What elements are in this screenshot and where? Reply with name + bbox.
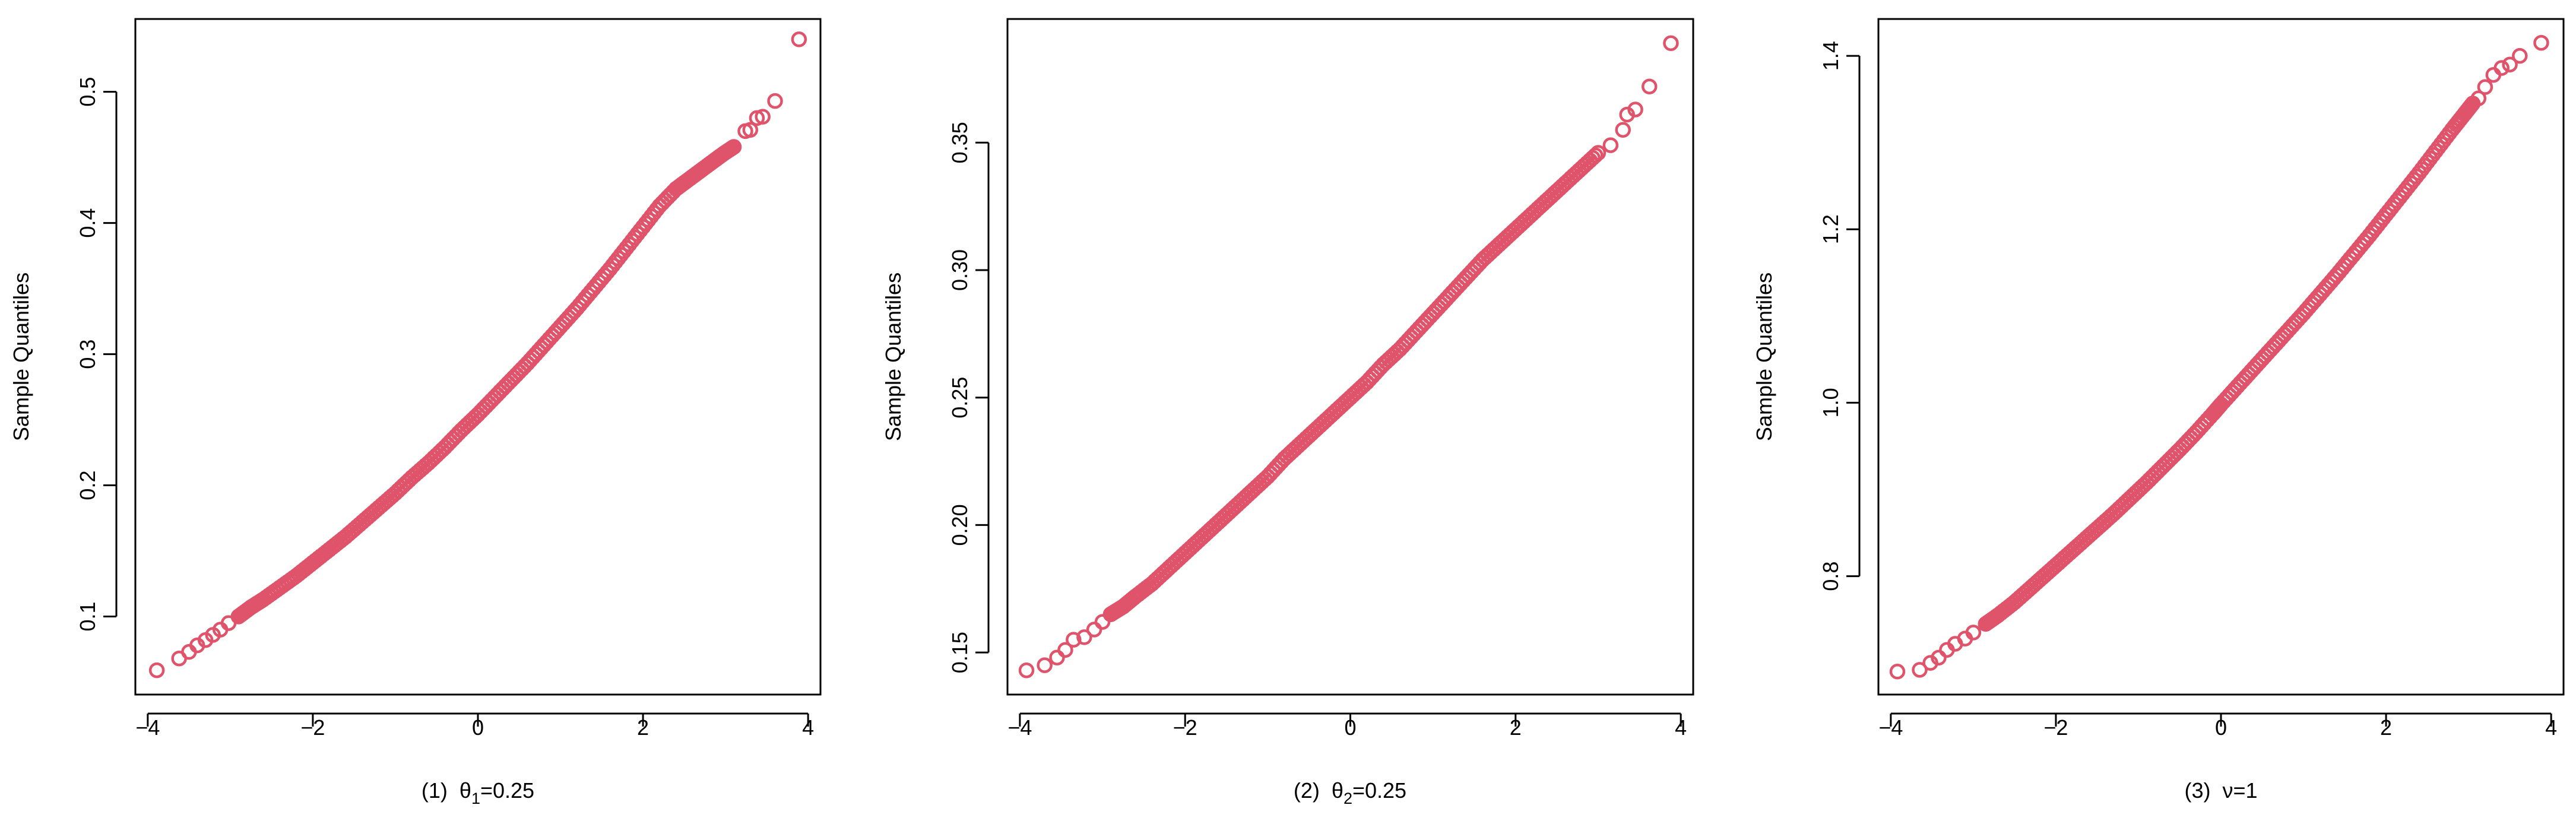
qq-panel-2: −4 −2 0 2 4 0.15 0.20 0.25 0.30 0.35 Sample Quanti… [881, 18, 1694, 807]
qq-point [2470, 90, 2487, 106]
x-label-suffix: =0.25 [1352, 778, 1406, 803]
qq-panel-3: −4 −2 0 2 4 0.8 1.0 1.2 1.4 Sample Quantiles (3) ν… [1752, 18, 2565, 803]
qq-point [2512, 47, 2528, 64]
qq-point [1615, 122, 1631, 138]
qq-point [2502, 56, 2518, 72]
qq-point [1663, 35, 1679, 52]
qq-point [1889, 664, 1906, 680]
qq-point [725, 139, 742, 155]
y-tick-label: 0.15 [948, 632, 972, 673]
qq-panel-1: −4 −2 0 2 4 0.1 0.2 0.3 0.4 0.5 Sample Quantiles (1… [9, 18, 822, 807]
x-label-symbol: ν [2222, 778, 2233, 803]
x-tick-label: −2 [300, 715, 325, 740]
data-points [1018, 35, 1679, 679]
qq-point [1590, 145, 1607, 161]
x-tick-label: 4 [2545, 715, 2557, 740]
qq-point [742, 122, 759, 138]
qq-point [1965, 625, 1982, 641]
x-label-symbol: θ [1332, 778, 1344, 803]
x-label-subscript: 1 [471, 790, 480, 807]
qq-point [1588, 147, 1604, 163]
x-tick-label: 2 [1510, 715, 1522, 740]
qq-point [1602, 137, 1619, 153]
x-axis-label: (1) θ1=0.25 [422, 778, 534, 807]
qq-point [1057, 642, 1073, 658]
x-tick-label: −4 [1007, 715, 1032, 740]
y-tick-label: 0.5 [75, 77, 100, 107]
x-label-subscript: 2 [1344, 790, 1352, 807]
y-tick-label: 0.35 [948, 122, 972, 163]
y-tick-label: 1.0 [1818, 388, 1843, 417]
y-tick-label: 1.2 [1818, 214, 1843, 244]
qq-point [1037, 657, 1053, 673]
qq-point [1627, 102, 1643, 118]
y-axis-label: Sample Quantiles [881, 272, 905, 441]
y-axis-label: Sample Quantiles [1752, 272, 1776, 441]
y-tick-label: 0.8 [1818, 562, 1843, 591]
qq-point [1912, 662, 1928, 678]
x-tick-label: −4 [135, 715, 160, 740]
qq-point [1931, 649, 1947, 666]
qq-point [755, 109, 771, 125]
x-label-prefix: (1) [422, 778, 460, 803]
y-axis-label: Sample Quantiles [9, 272, 33, 441]
plot-frame [1877, 18, 2565, 696]
y-tick-label: 0.1 [75, 601, 100, 631]
x-label-prefix: (3) [2184, 778, 2222, 803]
x-tick-label: −2 [2043, 715, 2068, 740]
x-label-symbol: θ [460, 778, 471, 803]
x-label-prefix: (2) [1294, 778, 1332, 803]
data-points [1889, 34, 2549, 680]
x-tick-label: −4 [1878, 715, 1903, 740]
y-tick-label: 0.30 [948, 249, 972, 291]
y-tick-label: 0.3 [75, 340, 100, 369]
qq-point [767, 93, 783, 109]
qq-point [2477, 79, 2493, 95]
x-axis-label: (3) ν=1 [2184, 778, 2257, 803]
x-tick-label: 4 [1675, 715, 1687, 740]
qq-point [1086, 622, 1102, 638]
qq-point [1018, 662, 1035, 679]
x-tick-label: 0 [472, 715, 484, 740]
y-tick-label: 1.4 [1818, 41, 1843, 71]
qq-point [791, 31, 807, 47]
plot-frame [1006, 18, 1694, 696]
qq-point [1066, 632, 1082, 648]
x-label-suffix: =1 [2233, 778, 2257, 803]
x-label-suffix: =0.25 [480, 778, 534, 803]
y-tick-label: 0.25 [948, 377, 972, 419]
qq-point [148, 662, 165, 679]
qq-point [1641, 78, 1658, 95]
y-tick-label: 0.4 [75, 208, 100, 238]
y-tick-label: 0.20 [948, 504, 972, 546]
plot-frame [134, 18, 822, 696]
x-tick-label: 4 [802, 715, 814, 740]
qq-point [2533, 34, 2549, 51]
x-tick-label: −2 [1173, 715, 1197, 740]
qq-point [2493, 60, 2510, 76]
y-tick-label: 0.2 [75, 471, 100, 500]
data-points [148, 31, 807, 679]
x-axis-label: (2) θ2=0.25 [1294, 778, 1406, 807]
x-tick-label: 2 [637, 715, 649, 740]
x-tick-label: 2 [2380, 715, 2392, 740]
x-tick-label: 0 [1344, 715, 1356, 740]
x-tick-label: 0 [2215, 715, 2227, 740]
qq-point [1049, 649, 1065, 665]
qq-point [1076, 629, 1092, 645]
